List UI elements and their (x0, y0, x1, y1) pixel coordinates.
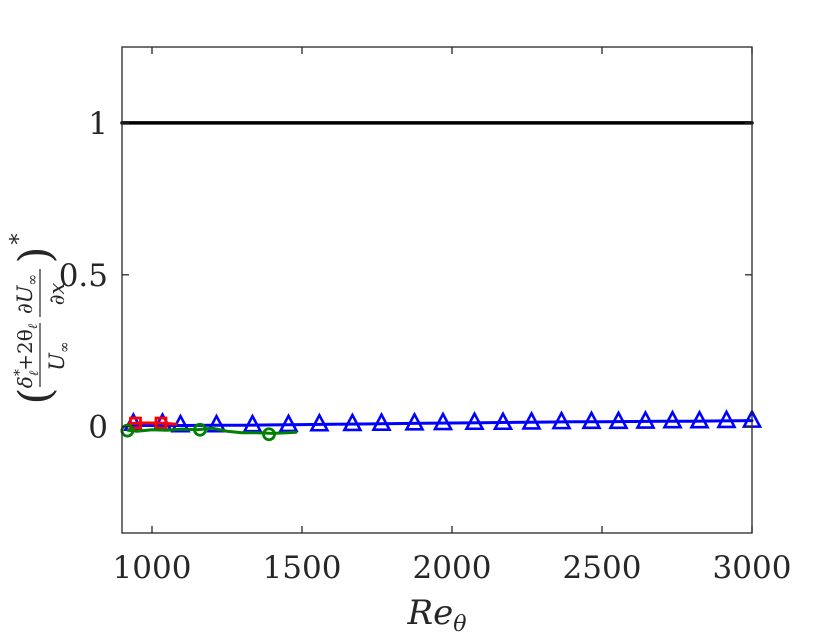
series-line-2 (128, 421, 178, 426)
circle-marker (193, 422, 207, 437)
y-label-outer-sup: * (7, 234, 32, 245)
axes-box (121, 46, 753, 534)
triangle-marker (342, 412, 363, 432)
triangle-marker (404, 411, 425, 431)
y-tick-label: 0.5 (59, 258, 108, 294)
x-tick-label: 2500 (563, 550, 642, 586)
triangle-marker (581, 410, 602, 430)
y-label-delta: δ (13, 376, 37, 388)
y-label-rparen: ) (10, 246, 61, 263)
y-label-numerator-1: δ*ℓ+2θℓ (12, 323, 42, 388)
triangle-marker (492, 410, 514, 431)
triangle-marker (608, 410, 629, 430)
triangle-marker (662, 409, 683, 429)
triangle-marker (464, 410, 485, 431)
y-label-dU-sub: ∞ (25, 274, 41, 286)
x-tick-label: 1000 (113, 550, 192, 586)
triangle-marker (432, 411, 454, 431)
y-label-dU: ∂U (13, 284, 37, 314)
y-label-theta-sub: ℓ (26, 323, 41, 329)
series-layer (120, 121, 763, 442)
y-tick-label: 0 (88, 410, 108, 446)
triangle-marker (521, 410, 542, 430)
y-label-denominator-2: ∂x (45, 282, 69, 305)
series-line-3 (126, 426, 298, 435)
x-tick-label: 3000 (713, 550, 792, 586)
triangle-marker (716, 409, 737, 429)
y-label-u: U (45, 352, 69, 371)
x-axis-label: Reθ (407, 593, 467, 637)
triangle-marker (371, 411, 392, 431)
y-label-u-sub: ∞ (57, 341, 73, 353)
circle-marker (262, 427, 276, 442)
triangle-marker (309, 412, 330, 432)
y-axis-label: ( δ*ℓ+2θℓ U∞ ∂U∞ ∂x ) * (7, 234, 73, 405)
triangle-marker (635, 409, 656, 429)
y-label-lparen: ( (10, 387, 61, 404)
triangle-marker (242, 413, 263, 433)
triangle-marker (278, 413, 299, 433)
x-axis-label-sub: θ (453, 612, 466, 637)
x-axis-label-main: Re (407, 593, 454, 633)
triangle-marker (689, 409, 710, 429)
x-tick-label: 2000 (413, 550, 492, 586)
y-tick-label: 1 (88, 106, 108, 142)
triangle-marker (206, 413, 227, 433)
x-tick-label: 1500 (263, 550, 342, 586)
y-label-delta-sup: * (12, 369, 28, 376)
tick-layer: 1000 1500 2000 2500 3000 0 0.5 1 (59, 47, 792, 586)
y-label-numerator-2: ∂U∞ (13, 274, 41, 314)
y-label-delta-sub: ℓ (27, 370, 42, 376)
y-label-denominator-1: U∞ (45, 341, 73, 370)
triangle-marker (551, 410, 572, 430)
square-marker (154, 416, 168, 430)
y-label-plus-theta: +2θ (13, 329, 37, 371)
square-marker (129, 416, 142, 430)
